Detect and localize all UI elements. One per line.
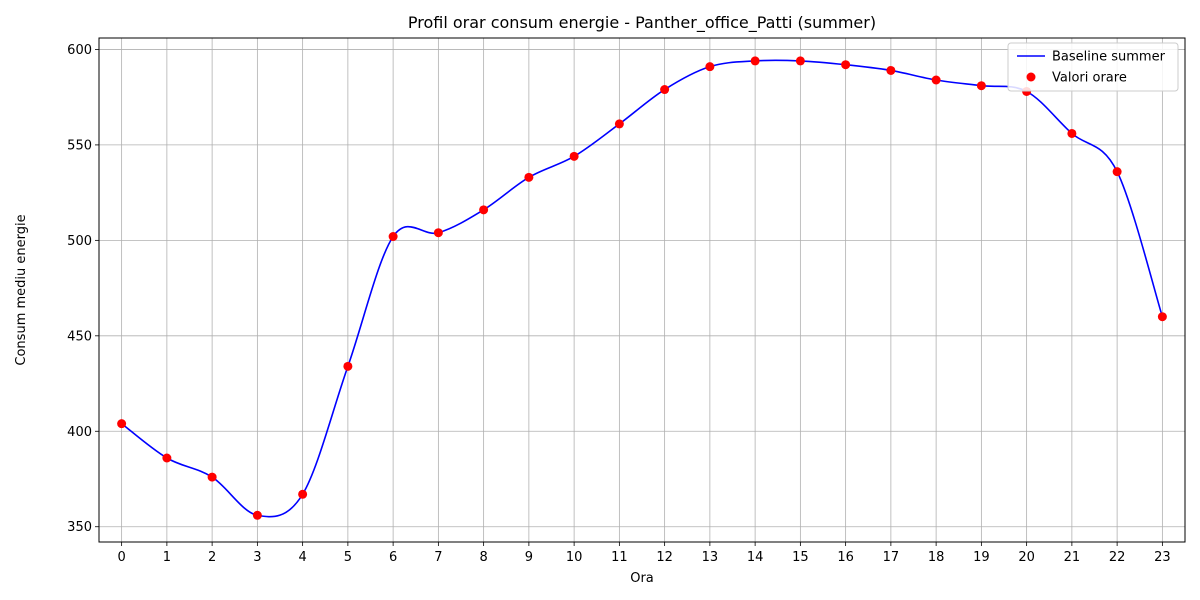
x-tick-label: 17: [883, 550, 900, 565]
x-tick-label: 20: [1018, 550, 1035, 565]
y-axis-label: Consum mediu energie: [14, 214, 29, 365]
grid: [99, 38, 1185, 542]
data-point-valori-orare: [252, 510, 262, 520]
data-point-valori-orare: [795, 56, 805, 66]
data-point-valori-orare: [1157, 312, 1167, 322]
x-tick-label: 2: [208, 550, 216, 565]
y-tick-label: 500: [67, 234, 92, 249]
data-point-valori-orare: [207, 472, 217, 482]
data-point-valori-orare: [569, 151, 579, 161]
data-point-valori-orare: [433, 228, 443, 238]
x-tick-label: 15: [792, 550, 809, 565]
x-tick-label: 5: [344, 550, 352, 565]
data-point-valori-orare: [343, 361, 353, 371]
x-tick-label: 13: [702, 550, 719, 565]
y-axis: 350 400 450 500 550 600: [67, 43, 99, 535]
y-tick-label: 400: [67, 425, 92, 440]
y-tick-label: 450: [67, 329, 92, 344]
data-point-valori-orare: [660, 85, 670, 95]
x-axis-label: Ora: [630, 571, 654, 586]
data-point-valori-orare: [841, 60, 851, 70]
legend-label: Baseline summer: [1052, 50, 1166, 65]
data-point-valori-orare: [479, 205, 489, 215]
data-point-valori-orare: [1067, 128, 1077, 138]
data-point-valori-orare: [886, 65, 896, 75]
data-point-valori-orare: [614, 119, 624, 129]
x-tick-label: 14: [747, 550, 764, 565]
legend-label: Valori orare: [1052, 71, 1127, 86]
x-tick-label: 18: [928, 550, 945, 565]
plot-frame: [98, 37, 1186, 543]
x-tick-label: 12: [656, 550, 673, 565]
y-tick-label: 600: [67, 43, 92, 58]
legend: Baseline summer Valori orare: [1007, 42, 1179, 92]
x-tick-label: 7: [434, 550, 442, 565]
x-tick-label: 3: [253, 550, 261, 565]
x-tick-label: 19: [973, 550, 990, 565]
data-point-valori-orare: [931, 75, 941, 85]
x-axis: 0 1 2 3 4 5 6 7 8 9 10 11 12 13 14 15 16 17 18 19 20 21 22 23: [117, 542, 1171, 565]
data-point-valori-orare: [117, 419, 127, 429]
x-tick-label: 0: [117, 550, 125, 565]
legend-box: [1007, 42, 1179, 92]
x-tick-label: 10: [566, 550, 583, 565]
series-layer: [117, 56, 1167, 520]
x-tick-label: 22: [1109, 550, 1126, 565]
data-point-valori-orare: [524, 172, 534, 182]
x-tick-label: 23: [1154, 550, 1171, 565]
x-tick-label: 16: [837, 550, 854, 565]
data-point-valori-orare: [976, 81, 986, 91]
x-tick-label: 4: [298, 550, 306, 565]
data-point-valori-orare: [750, 56, 760, 66]
x-tick-label: 6: [389, 550, 397, 565]
x-tick-label: 21: [1064, 550, 1081, 565]
data-point-valori-orare: [162, 453, 172, 463]
data-point-valori-orare: [705, 62, 715, 72]
data-point-valori-orare: [388, 232, 398, 242]
x-tick-label: 8: [479, 550, 487, 565]
x-tick-label: 9: [525, 550, 533, 565]
y-tick-label: 550: [67, 138, 92, 153]
legend-marker-swatch: [1026, 72, 1036, 82]
x-tick-label: 1: [163, 550, 171, 565]
chart-title: Profil orar consum energie - Panther_off…: [408, 13, 876, 33]
x-tick-label: 11: [611, 550, 628, 565]
y-tick-label: 350: [67, 520, 92, 535]
data-point-valori-orare: [1112, 167, 1122, 177]
data-point-valori-orare: [298, 489, 308, 499]
